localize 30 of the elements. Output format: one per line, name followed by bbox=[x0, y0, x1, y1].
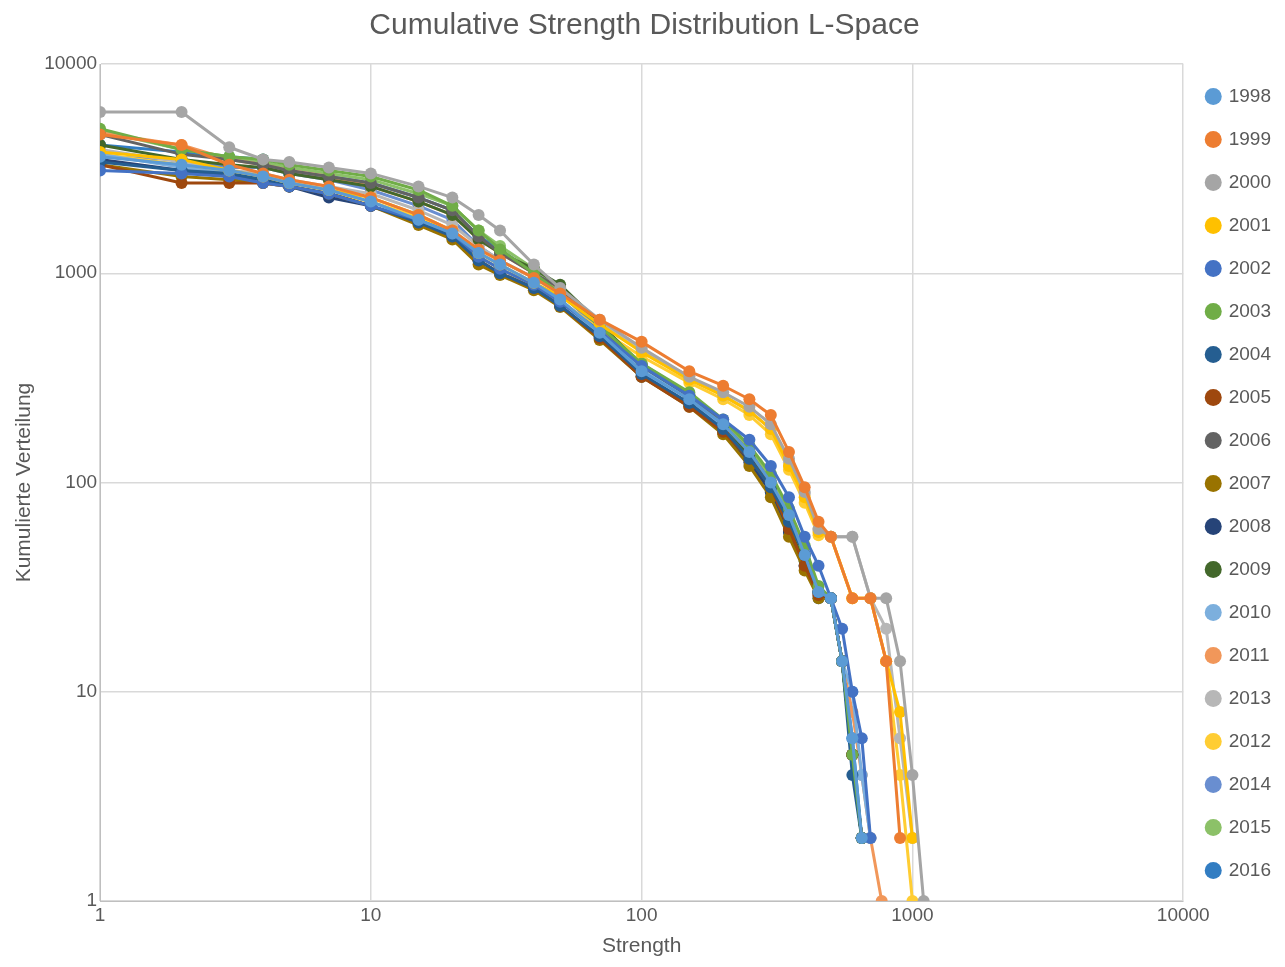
legend-label: 2008 bbox=[1228, 514, 1272, 536]
legend-label: 2006 bbox=[1228, 428, 1272, 450]
legend-label: 2011 bbox=[1228, 643, 1270, 665]
legend-label: 2012 bbox=[1228, 729, 1272, 751]
legend-label: 2002 bbox=[1228, 256, 1272, 278]
legend-label: 2013 bbox=[1228, 686, 1272, 708]
x-tick-label: 10 bbox=[360, 903, 382, 925]
legend-label: 2014 bbox=[1228, 772, 1272, 794]
legend-label: 2001 bbox=[1228, 213, 1272, 235]
y-axis-title: Kumulierte Verteilung bbox=[11, 382, 35, 583]
y-tick-label: 100 bbox=[65, 470, 98, 492]
x-tick-label: 1000 bbox=[891, 903, 934, 925]
legend-label: 2004 bbox=[1228, 342, 1272, 364]
x-tick-label: 100 bbox=[625, 903, 658, 925]
y-tick-label: 1000 bbox=[54, 261, 98, 283]
legend-label: 2003 bbox=[1228, 299, 1272, 321]
legend-label: 2010 bbox=[1228, 600, 1272, 622]
x-axis-title: Strength bbox=[601, 933, 682, 957]
legend-label: 2015 bbox=[1228, 815, 1272, 837]
legend-label: 2009 bbox=[1228, 557, 1272, 579]
y-tick-label: 10000 bbox=[44, 52, 98, 74]
legend-label: 2000 bbox=[1228, 170, 1272, 192]
legend-label: 1998 bbox=[1228, 84, 1272, 106]
legend-label: 2005 bbox=[1228, 385, 1272, 407]
x-tick-label: 10000 bbox=[1156, 903, 1210, 925]
chart-title: Cumulative Strength Distribution L-Space bbox=[369, 7, 920, 41]
y-tick-label: 10 bbox=[75, 679, 98, 701]
legend-label: 1999 bbox=[1228, 127, 1272, 149]
legend-label: 2007 bbox=[1228, 471, 1272, 493]
legend-label: 2016 bbox=[1228, 858, 1272, 880]
